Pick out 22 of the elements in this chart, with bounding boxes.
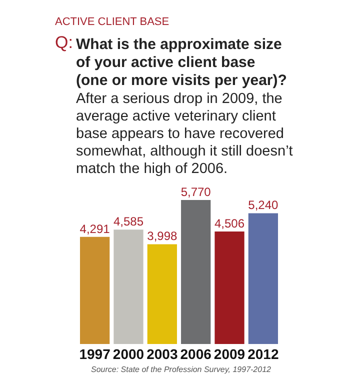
data-label: 3,998 [147, 229, 178, 244]
chart-subtitle: Q: What is the approximate size of your active client base (one or more visits per year)? [55, 33, 287, 89]
bar [114, 230, 144, 344]
x-tick-label: 2000 [112, 346, 144, 362]
data-label: 4,585 [113, 214, 144, 229]
chart-title: ACTIVE CLIENT BASE [55, 16, 170, 28]
text: After a serious drop in 2009, the average active veterinary client base appears to have recovered somewhat, although it still doesn’t match the high of 2006. [76, 91, 293, 177]
bar [248, 213, 278, 344]
x-tick-label: 2006 [180, 346, 212, 362]
source-note: Source: State of the Profession Survey, 1997-2012 [91, 365, 272, 374]
bar [80, 236, 110, 344]
data-label: 5,240 [248, 198, 279, 212]
bar [147, 244, 177, 344]
bar [214, 232, 244, 344]
x-tick-label: 1997 [79, 346, 111, 362]
x-tick-label: 2012 [248, 346, 279, 362]
bar [181, 200, 211, 344]
data-label: 4,291 [80, 222, 110, 236]
data-label: 5,770 [180, 185, 212, 199]
x-tick-label: 2009 [214, 346, 246, 362]
x-tick-label: 2003 [146, 346, 178, 362]
data-label: 4,506 [214, 216, 245, 231]
